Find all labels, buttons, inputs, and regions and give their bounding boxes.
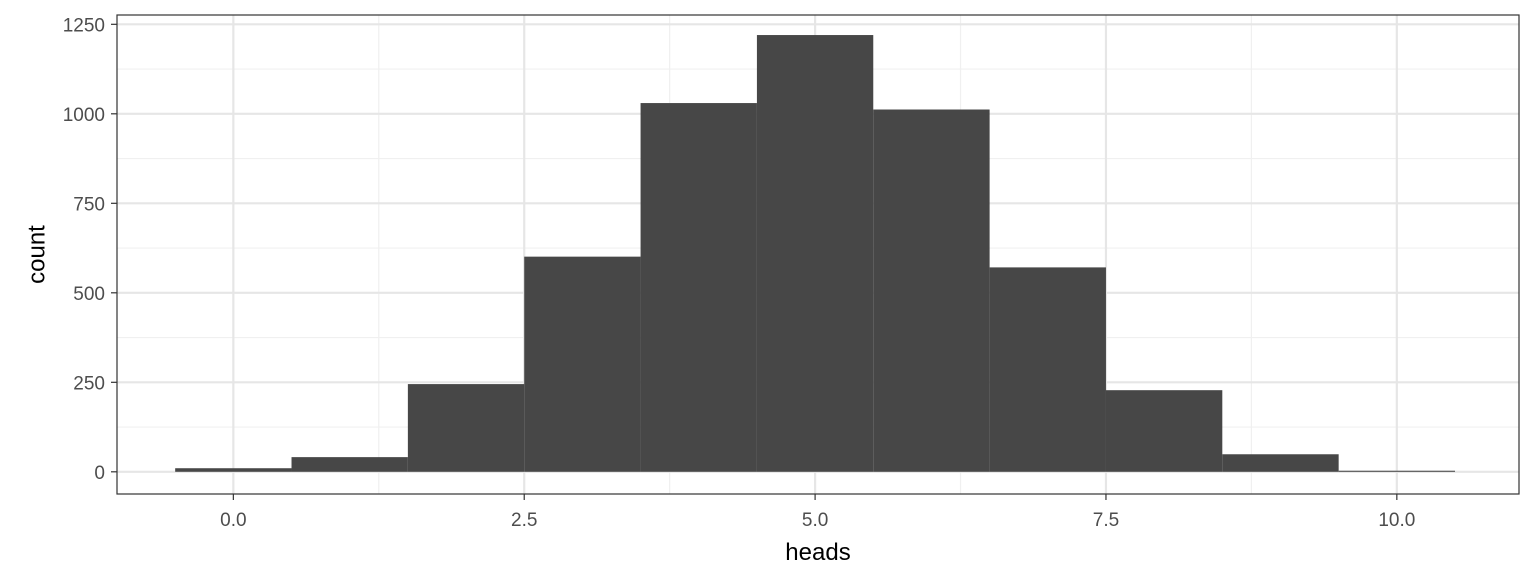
y-tick-label: 750 (73, 194, 105, 215)
histogram-bar (407, 384, 525, 472)
y-tick-label: 0 (94, 463, 105, 484)
y-tick-label: 1000 (63, 105, 105, 126)
histogram-bar (756, 35, 874, 472)
x-tick-label: 5.0 (802, 510, 828, 531)
histogram-bar (1338, 470, 1456, 472)
bars-layer (175, 35, 1456, 472)
histogram-bar (291, 457, 408, 472)
y-axis-title: count (23, 225, 50, 284)
histogram-bar (175, 468, 292, 472)
x-tick-label: 2.5 (511, 510, 537, 531)
axis-layer: 0.0 2.5 5.0 7.5 10.0 0 250 500 750 1000 1250 (63, 15, 1416, 531)
x-tick-label: 0.0 (220, 510, 246, 531)
y-tick-label: 1250 (63, 15, 105, 36)
histogram-bar (873, 109, 990, 472)
histogram-bar (1222, 454, 1339, 472)
x-axis-title: heads (785, 539, 850, 566)
x-tick-label: 7.5 (1093, 510, 1119, 531)
histogram-bar (989, 267, 1106, 472)
histogram-bar (1105, 390, 1223, 472)
histogram-bar (640, 103, 757, 472)
x-tick-label: 10.0 (1378, 510, 1415, 531)
panel-border (116, 14, 1520, 495)
y-tick-label: 500 (73, 284, 105, 305)
y-tick-label: 250 (73, 373, 105, 394)
histogram-bar (524, 256, 641, 472)
